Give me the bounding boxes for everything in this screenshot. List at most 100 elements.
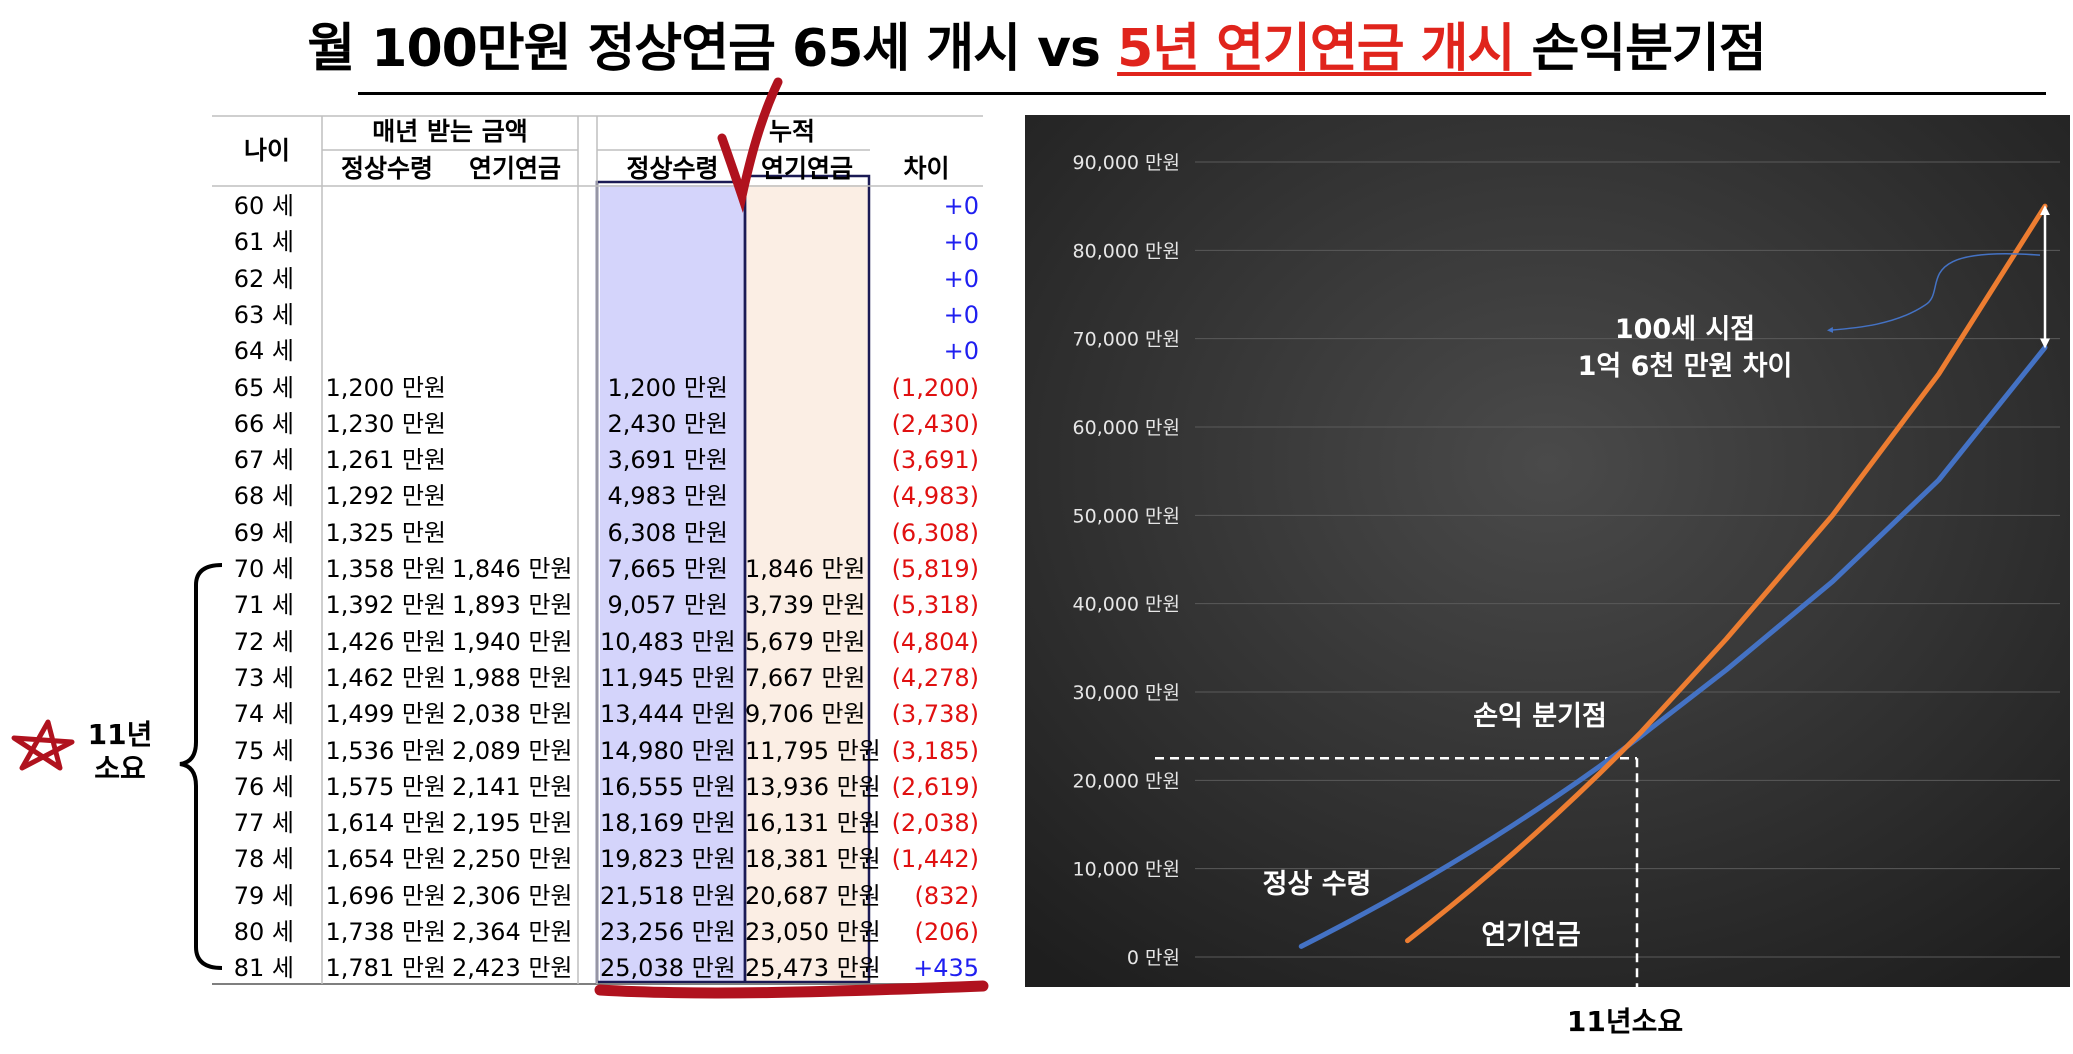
cell-a-deferred: 2,364 만원 bbox=[452, 918, 573, 946]
cell-a-normal: 1,358 만원 bbox=[325, 555, 447, 583]
cell-a-normal: 1,325 만원 bbox=[325, 518, 447, 547]
callout-arrow bbox=[1827, 253, 2041, 333]
cell-c-deferred: 3,739 만원 bbox=[745, 591, 866, 620]
cell-c-normal: 2,430 만원 bbox=[607, 409, 729, 438]
cell-a-normal: 1,200 만원 bbox=[325, 373, 447, 402]
cell-age: 76 세 bbox=[233, 772, 294, 801]
normal-cumulative-column-bg bbox=[600, 185, 745, 982]
cell-a-normal: 1,426 만원 bbox=[325, 627, 447, 656]
cell-c-normal: 13,444 만원 bbox=[600, 700, 736, 729]
cell-a-normal: 1,614 만원 bbox=[325, 809, 447, 838]
cell-c-normal: 6,308 만원 bbox=[607, 518, 729, 547]
header-diff: 차이 bbox=[903, 154, 950, 183]
cell-diff: (3,185) bbox=[891, 736, 979, 765]
cell-c-normal: 11,945 만원 bbox=[600, 663, 736, 692]
cell-diff: +0 bbox=[943, 337, 979, 366]
cell-c-normal: 25,038 만원 bbox=[600, 954, 736, 983]
diff-annotation-line2: 1억 6천 만원 차이 bbox=[1578, 351, 1793, 382]
cell-a-deferred: 2,089 만원 bbox=[452, 736, 573, 765]
cell-c-deferred: 7,667 만원 bbox=[745, 663, 866, 692]
cell-c-deferred: 13,936 만원 bbox=[745, 772, 881, 801]
cell-age: 80 세 bbox=[233, 918, 294, 946]
header-annual-deferred: 연기연금 bbox=[468, 154, 561, 183]
table-lines bbox=[212, 115, 983, 985]
cell-diff: (2,430) bbox=[891, 409, 979, 438]
cell-a-deferred: 2,195 만원 bbox=[452, 809, 573, 838]
cell-age: 60 세 bbox=[233, 192, 294, 220]
cell-c-normal: 16,555 만원 bbox=[600, 772, 736, 801]
cell-a-normal: 1,696 만원 bbox=[325, 881, 447, 910]
brace-label-line2: 소요 bbox=[94, 752, 146, 785]
cell-a-normal: 1,654 만원 bbox=[325, 845, 447, 874]
cell-diff: +0 bbox=[943, 300, 979, 329]
cell-diff: (3,691) bbox=[891, 446, 979, 475]
y-tick-label: 20,000 만원 bbox=[1073, 770, 1180, 792]
cell-age: 62 세 bbox=[233, 264, 294, 293]
cell-a-normal: 1,781 만원 bbox=[325, 954, 447, 983]
cell-diff: +0 bbox=[943, 264, 979, 293]
cell-diff: +0 bbox=[943, 192, 979, 220]
y-tick-label: 0 만원 bbox=[1127, 947, 1180, 969]
cell-age: 63 세 bbox=[233, 300, 294, 329]
deferred-series-label: 연기연금 bbox=[1481, 920, 1580, 951]
cell-diff: +435 bbox=[913, 954, 979, 983]
cell-age: 77 세 bbox=[233, 809, 294, 838]
cell-a-deferred: 2,141 만원 bbox=[452, 772, 573, 801]
cumulative-chart: 0 만원 10,000 만원 20,000 만원 30,000 만원 40,000 만원… bbox=[1025, 115, 2070, 987]
y-tick-label: 60,000 만원 bbox=[1073, 417, 1180, 439]
cell-c-normal: 4,983 만원 bbox=[607, 482, 729, 511]
y-tick-label: 30,000 만원 bbox=[1073, 682, 1180, 704]
header-age: 나이 bbox=[243, 136, 290, 165]
cell-age: 65 세 bbox=[233, 373, 294, 402]
cell-c-deferred: 23,050 만원 bbox=[745, 918, 881, 946]
cell-diff: (6,308) bbox=[891, 518, 979, 547]
cell-c-normal: 9,057 만원 bbox=[607, 591, 729, 620]
cell-c-deferred: 25,473 만원 bbox=[745, 954, 881, 983]
cell-a-normal: 1,499 만원 bbox=[325, 700, 447, 729]
series-line-normal bbox=[1298, 345, 2048, 949]
cell-diff: (4,983) bbox=[891, 482, 979, 511]
title-highlight: 5년 연기연금 개시 bbox=[1117, 19, 1532, 79]
y-tick-label: 40,000 만원 bbox=[1073, 594, 1180, 616]
cell-diff: (832) bbox=[914, 881, 979, 910]
cell-a-deferred: 1,988 만원 bbox=[452, 663, 573, 692]
cell-age: 69 세 bbox=[233, 518, 294, 547]
cell-c-deferred: 16,131 만원 bbox=[745, 809, 881, 838]
cell-age: 68 세 bbox=[233, 482, 294, 511]
cell-diff: (2,038) bbox=[891, 809, 979, 838]
cell-c-normal: 3,691 만원 bbox=[607, 446, 729, 475]
cell-diff: (2,619) bbox=[891, 772, 979, 801]
cell-a-normal: 1,536 만원 bbox=[325, 736, 447, 765]
header-annual-normal: 정상수령 bbox=[340, 154, 433, 183]
cell-age: 75 세 bbox=[233, 736, 294, 765]
cell-diff: (206) bbox=[914, 918, 979, 946]
y-tick-label: 50,000 만원 bbox=[1073, 505, 1180, 527]
y-tick-label: 70,000 만원 bbox=[1073, 329, 1180, 351]
header-cumulative-deferred: 연기연금 bbox=[760, 154, 853, 183]
y-tick-label: 80,000 만원 bbox=[1073, 240, 1180, 262]
page-title: 월 100만원 정상연금 65세 개시 vs 5년 연기연금 개시 손익분기점 bbox=[0, 6, 2073, 79]
header-cumulative-group: 누적 bbox=[768, 117, 815, 146]
cell-age: 61 세 bbox=[233, 228, 294, 257]
brace-label-line1: 11년 bbox=[87, 718, 153, 751]
cell-diff: (1,200) bbox=[891, 373, 979, 402]
pension-table: 나이 매년 받는 금액 누적 정상수령 연기연금 정상수령 연기연금 차이 60… bbox=[0, 0, 1000, 1054]
under-chart-label: 11년소요 bbox=[1566, 1005, 1684, 1038]
cell-c-normal: 10,483 만원 bbox=[600, 627, 736, 656]
title-part2: 손익분기점 bbox=[1531, 19, 1766, 79]
cell-a-normal: 1,230 만원 bbox=[325, 409, 447, 438]
cell-age: 64 세 bbox=[233, 337, 294, 366]
cell-c-normal: 19,823 만원 bbox=[600, 845, 736, 874]
cell-c-normal: 21,518 만원 bbox=[600, 881, 736, 910]
cell-a-deferred: 2,250 만원 bbox=[452, 845, 573, 874]
brace-label: 11년 소요 bbox=[80, 718, 160, 786]
cell-c-normal: 23,256 만원 bbox=[600, 918, 736, 946]
cell-age: 78 세 bbox=[233, 845, 294, 874]
cell-a-deferred: 1,846 만원 bbox=[452, 555, 573, 583]
cell-a-normal: 1,462 만원 bbox=[325, 663, 447, 692]
cell-age: 79 세 bbox=[233, 881, 294, 910]
cell-diff: (1,442) bbox=[891, 845, 979, 874]
cell-a-normal: 1,392 만원 bbox=[325, 591, 447, 620]
cell-c-deferred: 20,687 만원 bbox=[745, 881, 881, 910]
cell-age: 67 세 bbox=[233, 446, 294, 475]
